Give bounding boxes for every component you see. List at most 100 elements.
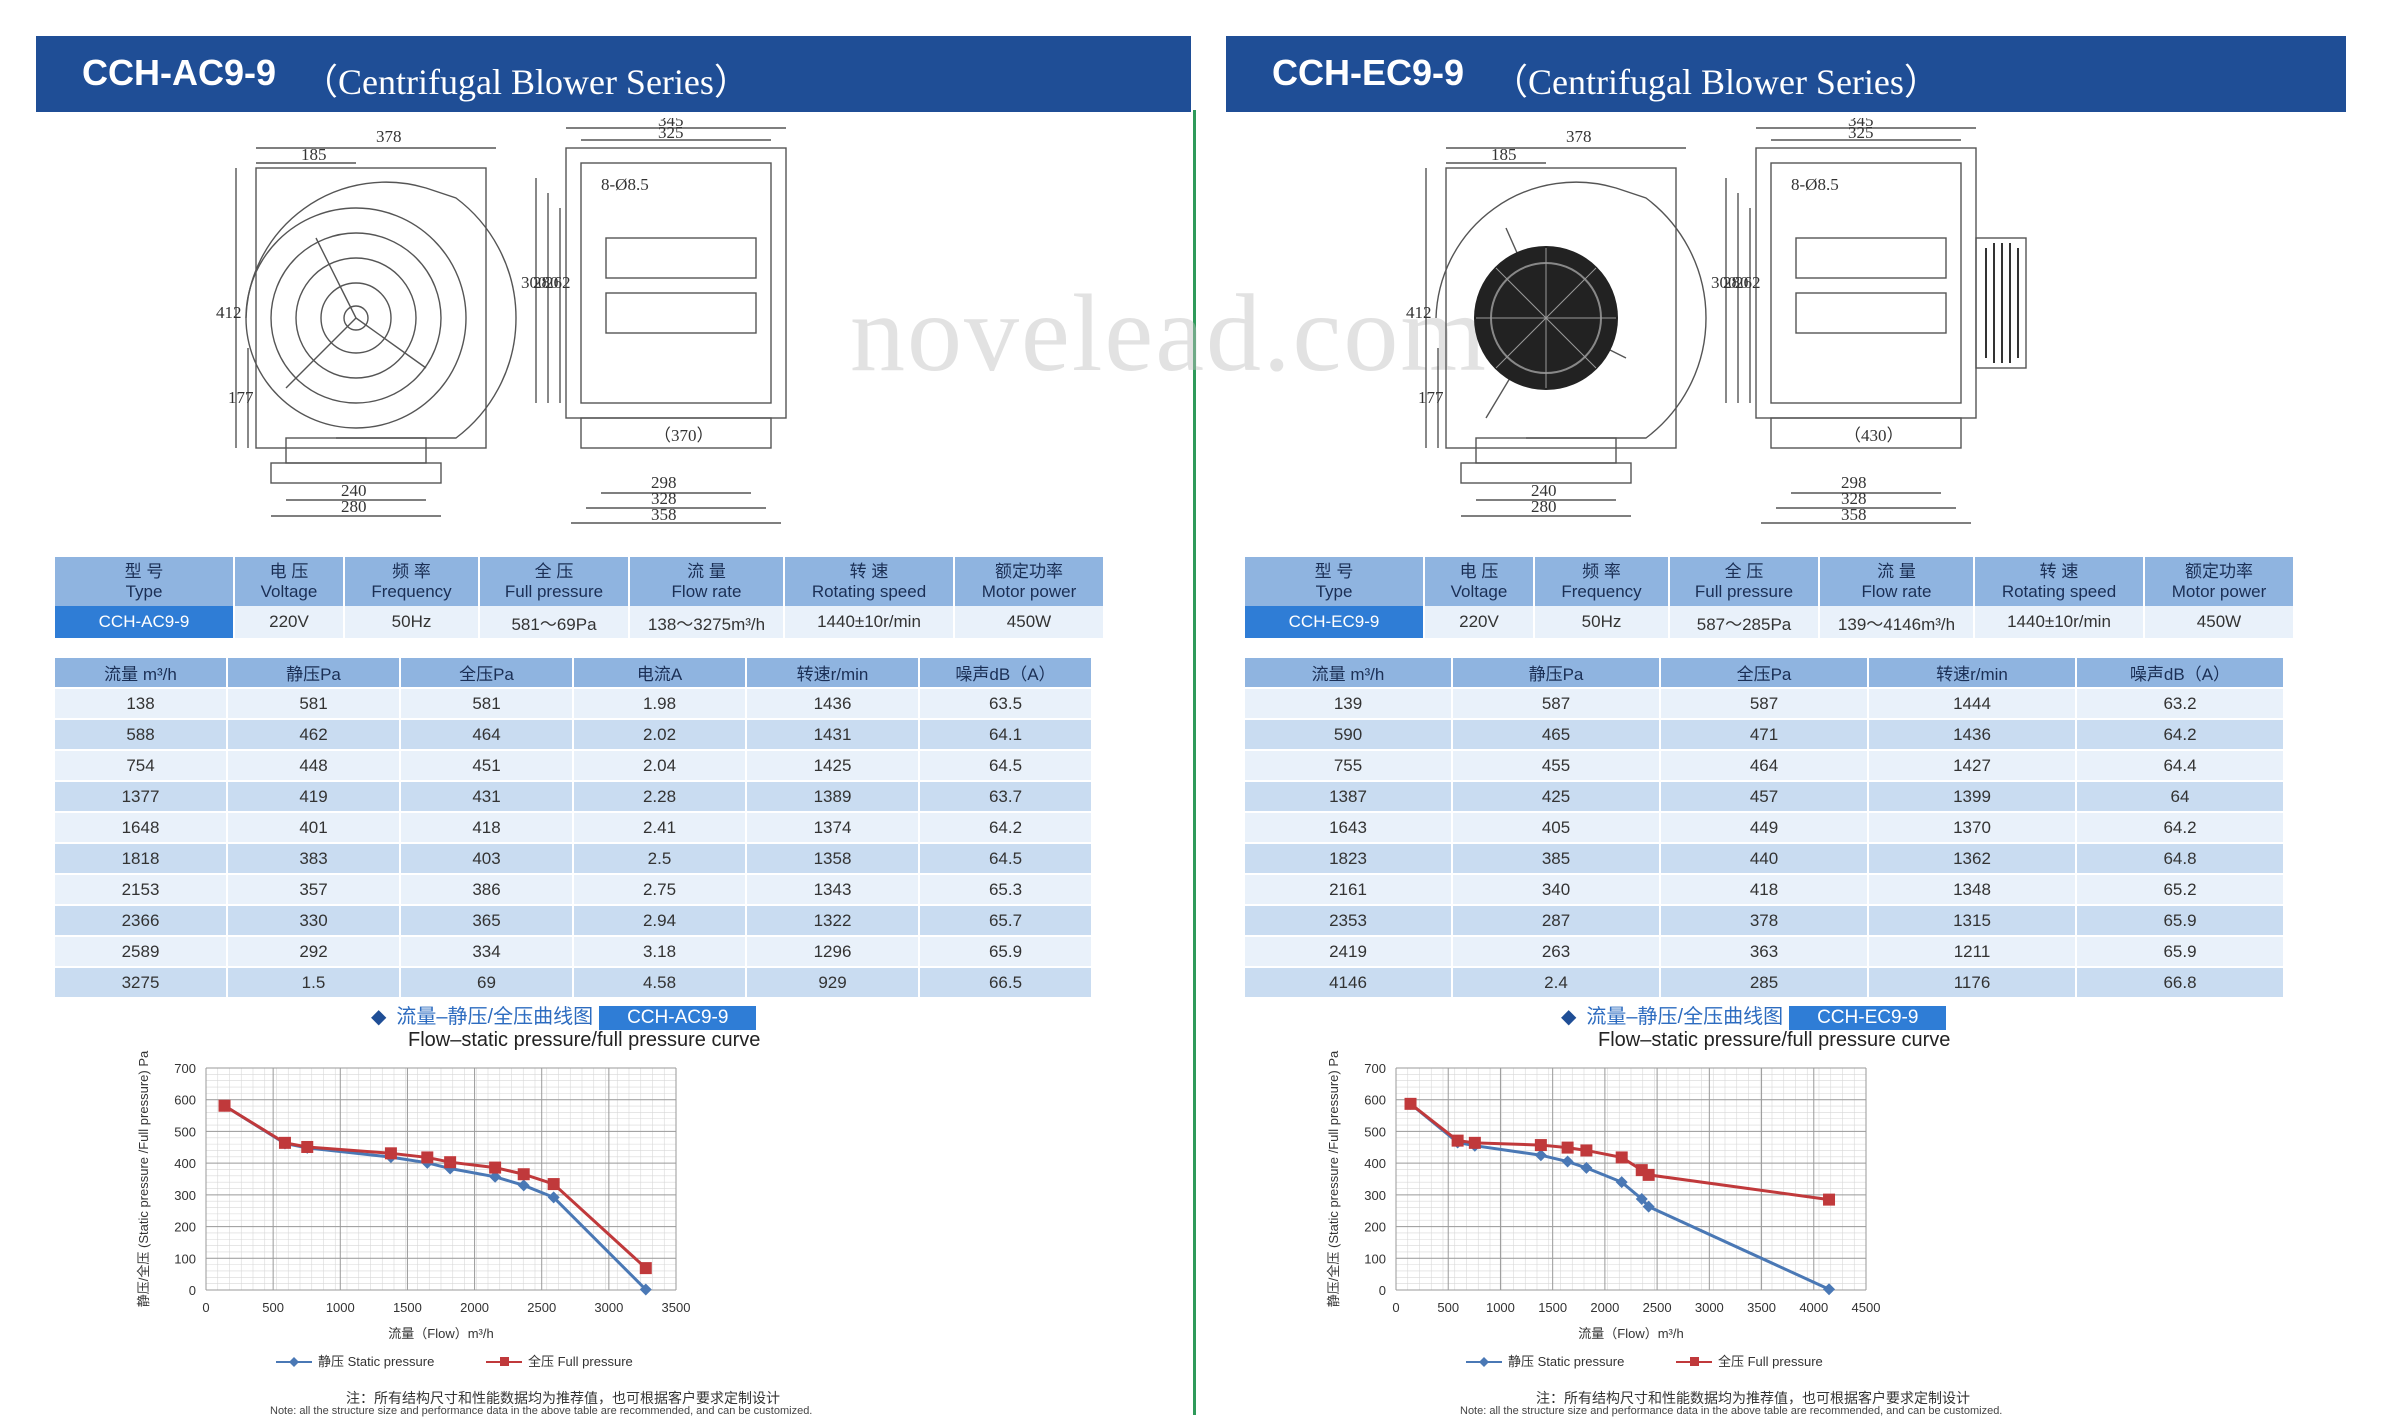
x-tick-label: 1000 [1486,1300,1515,1315]
dim-front-offset: 185 [301,145,327,164]
table-cell: 1425 [747,751,918,780]
table-cell: 64.5 [920,751,1091,780]
y-tick-label: 400 [1364,1156,1386,1171]
table-cell: 2589 [55,937,226,966]
table-cell: 1370 [1869,813,2075,842]
table-cell: 464 [1661,751,1867,780]
dim-base-outer: 280 [341,497,367,516]
x-tick-label: 3500 [1747,1300,1776,1315]
x-tick-label: 0 [202,1300,209,1315]
table-cell: 1387 [1245,782,1451,811]
spec-value-full-pressure: 581～69Pa [480,606,628,638]
table-cell: 1.5 [228,968,399,997]
table-cell: 65.3 [920,875,1091,904]
table-cell: 403 [401,844,572,873]
spec-header-full-pressure: 全 压 Full pressure [1670,557,1818,606]
data-point [1534,1139,1547,1152]
curve-model-tag: CCH-EC9-9 [1789,1006,1947,1030]
table-cell: 2419 [1245,937,1451,966]
table-cell: 457 [1661,782,1867,811]
spec-value-rotating-speed: 1440±10r/min [1975,606,2143,638]
table-row: 2419 263 363 1211 65.9 [1245,937,2283,966]
dim-h1: 300 [1711,273,1737,292]
dim-holes: 8-Ø8.5 [1791,175,1839,194]
x-tick-label: 500 [262,1300,284,1315]
table-cell: 465 [1453,720,1659,749]
table-cell: 418 [1661,875,1867,904]
x-tick-label: 2500 [1643,1300,1672,1315]
table-cell: 69 [401,968,572,997]
spec-header-voltage: 电 压 Voltage [235,557,343,606]
technical-drawing: 378 185 412 177 240 280 345 325 8-Ø8.5 3… [1406,118,2027,524]
table-cell: 65.7 [920,906,1091,935]
data-point [1580,1144,1593,1157]
data-point [547,1178,560,1191]
table-cell: 64.1 [920,720,1091,749]
table-cell: 139 [1245,689,1451,718]
table-cell: 4146 [1245,968,1451,997]
y-tick-label: 100 [174,1251,196,1266]
table-cell: 285 [1661,968,1867,997]
title-banner: CCH-EC9-9 （Centrifugal Blower Series） [1226,36,2346,112]
table-cell: 365 [401,906,572,935]
y-tick-label: 700 [174,1061,196,1076]
table-row: 138 581 581 1.98 1436 63.5 [55,689,1091,718]
table-cell: 1648 [55,813,226,842]
data-point [421,1151,434,1164]
spec-header-motor-power: 额定功率 Motor power [955,557,1103,606]
table-cell: 449 [1661,813,1867,842]
spec-header-type: 型 号 Type [1245,557,1423,606]
table-cell: 1374 [747,813,918,842]
table-cell: 1211 [1869,937,2075,966]
data-point [444,1156,457,1169]
table-cell: 588 [55,720,226,749]
table-cell: 1643 [1245,813,1451,842]
table-cell: 451 [401,751,572,780]
performance-table: 流量 m³/h 静压Pa 全压Pa 电流A 转速r/min 噪声dB（A） 138 581 58… [53,656,1093,999]
table-cell: 2.41 [574,813,745,842]
data-point [489,1170,502,1183]
table-cell: 2.28 [574,782,745,811]
dim-side-outer: 345 [658,118,684,130]
table-cell: 1431 [747,720,918,749]
table-cell: 418 [401,813,572,842]
table-cell: 64.4 [2077,751,2283,780]
spec-value-motor-power: 450W [2145,606,2293,638]
perf-header: 噪声dB（A） [920,658,1091,687]
spec-header-rotating-speed: 转 速 Rotating speed [1975,557,2143,606]
table-cell: 363 [1661,937,1867,966]
data-point [218,1099,231,1112]
data-point [639,1262,652,1275]
dim-b2: 328 [1841,489,1867,508]
y-tick-label: 500 [174,1124,196,1139]
table-cell: 1377 [55,782,226,811]
x-tick-label: 500 [1437,1300,1459,1315]
spec-value-full-pressure: 587～285Pa [1670,606,1818,638]
table-cell: 65.9 [2077,906,2283,935]
table-cell: 2161 [1245,875,1451,904]
table-cell: 330 [228,906,399,935]
diamond-bullet-icon: ◆ [371,1006,387,1028]
dim-side-outer: 345 [1848,118,1874,130]
table-row: 2589 292 334 3.18 1296 65.9 [55,937,1091,966]
dim-base-inner: 240 [341,481,367,500]
table-cell: 334 [401,937,572,966]
table-cell: 385 [1453,844,1659,873]
y-tick-label: 300 [1364,1188,1386,1203]
table-cell: 66.5 [920,968,1091,997]
panel-ec: CCH-EC9-9 （Centrifugal Blower Series） [1226,0,2385,1417]
y-tick-label: 100 [1364,1251,1386,1266]
table-cell: 462 [228,720,399,749]
table-row: 1818 383 403 2.5 1358 64.5 [55,844,1091,873]
spec-value-flow-rate: 139～4146m³/h [1820,606,1973,638]
data-point [1642,1168,1655,1181]
table-cell: 1436 [1869,720,2075,749]
y-tick-label: 0 [1379,1283,1386,1298]
data-point [1642,1200,1655,1213]
dim-front-offset: 185 [1491,145,1517,164]
spec-value-frequency: 50Hz [345,606,478,638]
x-tick-label: 2500 [527,1300,556,1315]
dim-side-inner: 325 [1848,123,1874,142]
data-point [517,1168,530,1181]
spec-value-voltage: 220V [1425,606,1533,638]
